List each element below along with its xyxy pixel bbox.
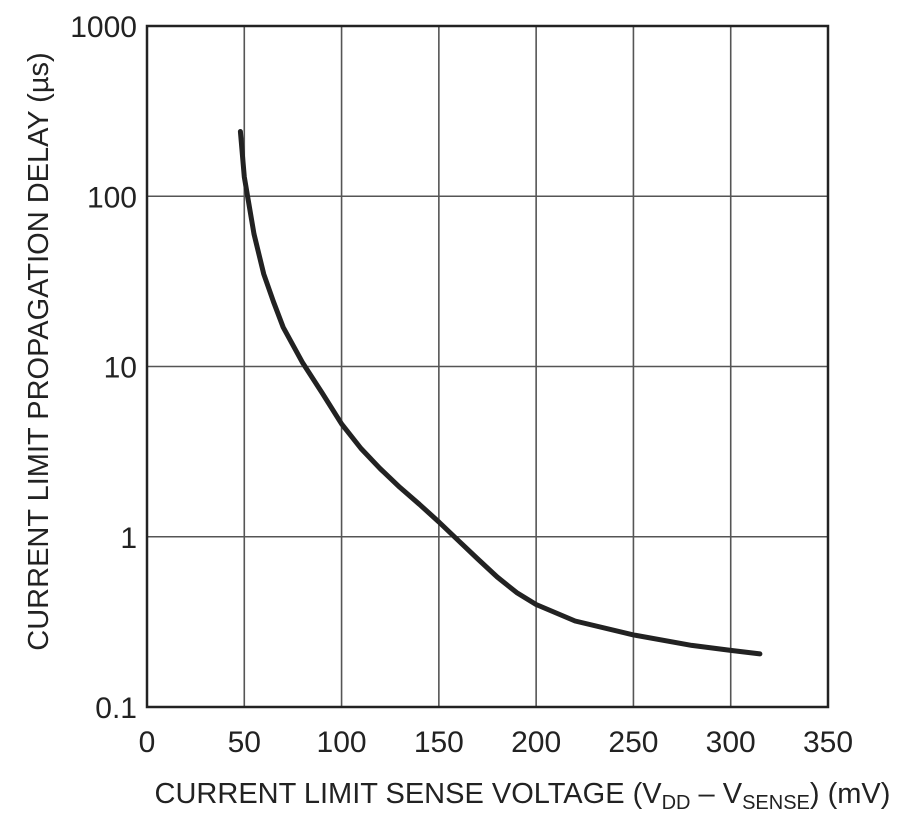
y-tick-label: 100: [87, 181, 137, 214]
x-axis-title: CURRENT LIMIT SENSE VOLTAGE (VDD – VSENS…: [155, 778, 891, 814]
y-tick-label: 10: [104, 352, 137, 385]
series-layer: [237, 129, 763, 657]
y-axis-title: CURRENT LIMIT PROPAGATION DELAY (µs): [23, 52, 55, 650]
y-tick-label: 1000: [70, 11, 137, 44]
x-tick-label: 100: [317, 726, 367, 759]
x-tick-label: 350: [803, 726, 853, 759]
x-axis-title-part-2: – V: [691, 778, 743, 810]
x-axis-title-part-3: ) (mV): [810, 778, 891, 810]
x-tick-label: 150: [414, 726, 464, 759]
x-axis-title-sub-sense: SENSE: [742, 792, 810, 814]
series-line: [237, 129, 763, 657]
y-tick-label: 0.1: [95, 692, 137, 725]
x-tick-label: 0: [139, 726, 156, 759]
grid-lines: [147, 26, 828, 707]
x-tick-label: 300: [706, 726, 756, 759]
x-axis-title-sub-dd: DD: [662, 792, 691, 814]
x-tick-label: 50: [228, 726, 261, 759]
y-tick-labels: 0.1 1 10 100 1000: [70, 11, 137, 725]
x-axis-title-part-1: CURRENT LIMIT SENSE VOLTAGE (V: [155, 778, 663, 810]
x-tick-labels: 0 50 100 150 200 250 300 350: [139, 726, 853, 759]
plot-frame: [145, 24, 830, 709]
x-tick-label: 200: [511, 726, 561, 759]
y-tick-label: 1: [120, 522, 137, 555]
x-tick-label: 250: [608, 726, 658, 759]
